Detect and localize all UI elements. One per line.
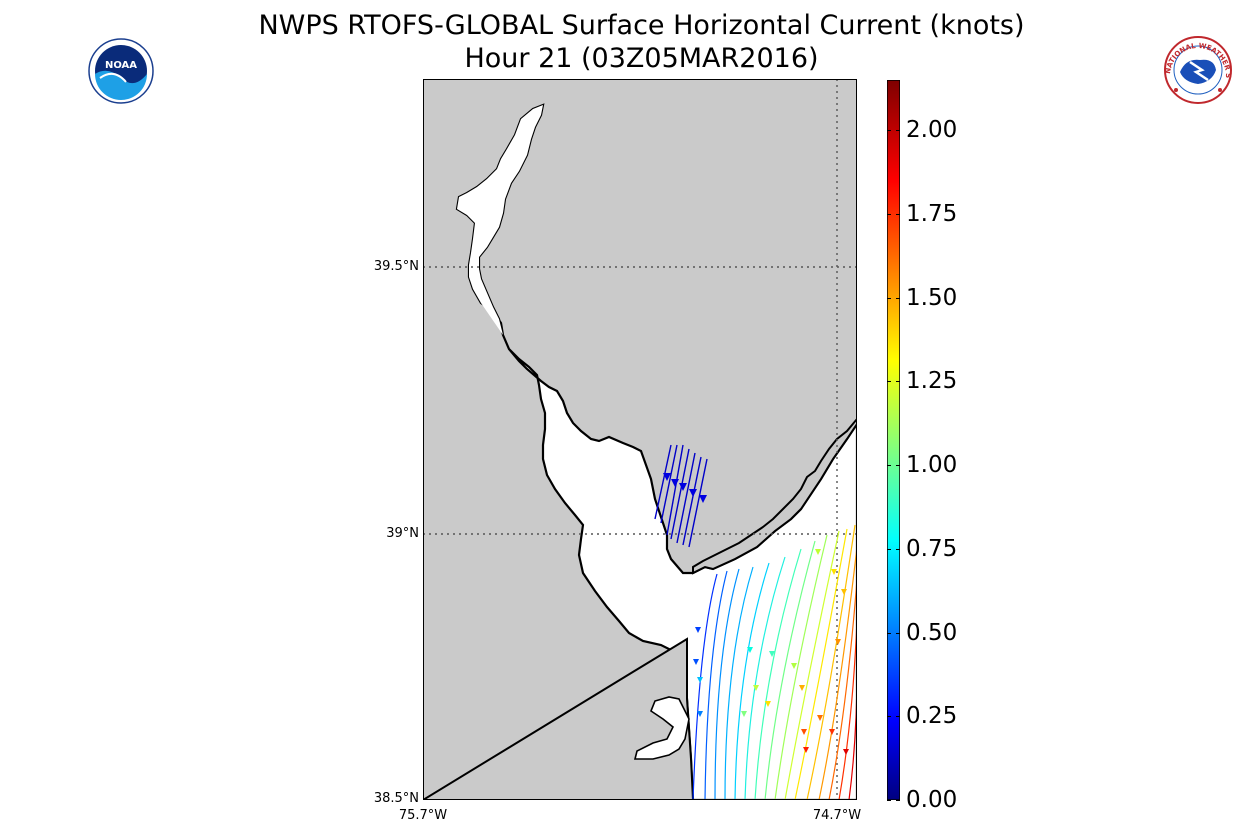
lat-label-38-5: 38.5°N [373, 791, 419, 806]
colorbar-tick-label: 0.25 [906, 703, 958, 730]
colorbar-tick-mark [887, 130, 891, 132]
colorbar-tick-mark [887, 632, 891, 634]
noaa-logo-text: NOAA [105, 60, 137, 71]
ocean-current-streamlines [692, 524, 857, 800]
colorbar-tick-mark [887, 716, 891, 718]
colorbar-tick-label: 1.50 [906, 284, 958, 311]
colorbar-tick-mark [896, 213, 900, 215]
new-jersey-land [692, 417, 857, 575]
colorbar-tick-mark [887, 381, 891, 383]
bay-current-streamlines [654, 444, 708, 548]
colorbar-tick-label: 0.00 [906, 787, 958, 813]
delaware-land [423, 79, 695, 800]
colorbar-tick-label: 1.00 [906, 452, 958, 479]
colorbar-tick-mark [887, 213, 891, 215]
colorbar-tick-mark [896, 716, 900, 718]
lat-label-39-5: 39.5°N [373, 259, 419, 274]
colorbar [887, 80, 900, 800]
colorbar-tick-mark [887, 465, 891, 467]
colorbar-tick-mark [887, 548, 891, 550]
colorbar-tick-label: 1.25 [906, 368, 958, 395]
current-map [423, 79, 857, 800]
lon-label-75-7: 75.7°W [398, 808, 448, 823]
colorbar-tick-mark [896, 130, 900, 132]
nws-logo-icon: NATIONAL WEATHER SERVICE [1162, 36, 1232, 104]
colorbar-tick-mark [896, 800, 900, 801]
coastal-marsh [633, 696, 690, 760]
colorbar-tick-mark [896, 297, 900, 299]
colorbar-tick-mark [887, 297, 891, 299]
chart-subtitle: Hour 21 (03Z05MAR2016) [464, 43, 819, 74]
gridlines [423, 79, 857, 800]
noaa-logo-icon: NOAA [88, 38, 154, 104]
colorbar-tick-label: 0.75 [906, 535, 958, 562]
colorbar-tick-mark [896, 548, 900, 550]
colorbar-tick-mark [896, 632, 900, 634]
colorbar-tick-label: 1.75 [906, 200, 958, 227]
ocean-current-arrows [693, 549, 849, 755]
colorbar-tick-label: 2.00 [906, 117, 958, 144]
colorbar-tick-label: 0.50 [906, 619, 958, 646]
bay-current-arrows [663, 473, 707, 503]
colorbar-tick-mark [896, 465, 900, 467]
lat-label-39: 39°N [386, 526, 419, 541]
colorbar-tick-mark [887, 800, 891, 801]
lon-label-74-7: 74.7°W [812, 808, 862, 823]
colorbar-tick-mark [896, 381, 900, 383]
chart-title: NWPS RTOFS-GLOBAL Surface Horizontal Cur… [258, 10, 1025, 41]
